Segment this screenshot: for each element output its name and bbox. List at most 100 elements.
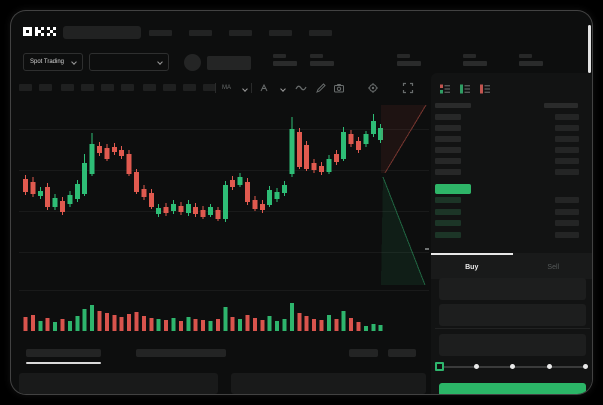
trade-tabs: Buy Sell xyxy=(431,253,593,279)
bid-row-amount-cell[interactable] xyxy=(555,208,579,215)
ask-row-amount-cell[interactable] xyxy=(555,158,579,164)
stat-value-placeholder xyxy=(310,61,334,66)
chevron-down-icon xyxy=(157,59,163,65)
draw-pencil-icon[interactable] xyxy=(315,82,327,94)
buy-submit-button[interactable] xyxy=(439,383,586,394)
timeframe-button[interactable] xyxy=(143,84,156,91)
market-stat-group xyxy=(519,54,543,67)
pair-dropdown[interactable] xyxy=(89,53,169,71)
indicator-icon[interactable] xyxy=(259,82,271,94)
amount-field[interactable] xyxy=(439,304,586,326)
ask-row-price-cell[interactable] xyxy=(435,114,461,120)
timeframe-button[interactable] xyxy=(121,84,134,91)
nav-item[interactable] xyxy=(309,30,332,36)
stat-value-placeholder xyxy=(273,61,297,66)
orders-tab[interactable] xyxy=(136,349,226,357)
timeframe-button[interactable] xyxy=(163,84,176,91)
chevron-down-icon[interactable] xyxy=(242,86,248,92)
buy-tab-label: Buy xyxy=(465,263,479,271)
ask-row-price-cell[interactable] xyxy=(435,147,461,153)
orders-table-panel xyxy=(231,373,426,394)
orderbook-view-asks-icon[interactable] xyxy=(479,82,491,94)
search-input[interactable] xyxy=(63,26,141,39)
ask-row-amount-cell[interactable] xyxy=(555,147,579,153)
line-chart-icon[interactable] xyxy=(295,82,307,94)
pair-name-placeholder xyxy=(207,56,251,70)
slider-stop-dot[interactable] xyxy=(473,364,479,369)
timeframe-button[interactable] xyxy=(203,84,216,91)
stat-value-placeholder xyxy=(463,61,487,66)
nav-item[interactable] xyxy=(189,30,212,36)
orderbook-amount-header xyxy=(544,103,578,108)
bid-row-price-cell[interactable] xyxy=(435,197,461,203)
market-stat-group xyxy=(310,54,334,67)
ask-row-price-cell[interactable] xyxy=(435,169,461,175)
timeframe-button[interactable] xyxy=(101,84,114,91)
settings-gear-icon[interactable] xyxy=(367,82,379,94)
stat-label-placeholder xyxy=(397,54,410,58)
stat-label-placeholder xyxy=(273,54,286,58)
price-field[interactable] xyxy=(439,278,586,300)
tab-sell[interactable]: Sell xyxy=(513,253,593,279)
ma-indicator-label[interactable]: MA xyxy=(222,85,231,91)
app-window: Spot Trading MA xyxy=(10,10,593,395)
orderbook-panel: Buy Sell xyxy=(431,73,593,394)
timeframe-button[interactable] xyxy=(61,84,74,91)
tab-buy[interactable]: Buy xyxy=(431,253,513,279)
stat-value-placeholder xyxy=(519,61,543,66)
timeframe-button[interactable] xyxy=(19,84,32,91)
chevron-down-icon[interactable] xyxy=(280,86,286,92)
form-divider xyxy=(435,328,590,329)
timeframe-button[interactable] xyxy=(39,84,52,91)
ask-row-price-cell[interactable] xyxy=(435,158,461,164)
orderbook-view-bids-icon[interactable] xyxy=(459,82,471,94)
orders-table-panel xyxy=(19,373,218,394)
chart-toolbar: MA xyxy=(11,81,431,97)
amount-slider-handle[interactable] xyxy=(435,362,444,371)
orderbook-view-all-icon[interactable] xyxy=(439,82,451,94)
nav-item[interactable] xyxy=(269,30,292,36)
market-stat-group xyxy=(463,54,487,67)
slider-stop-dot[interactable] xyxy=(546,364,552,369)
stat-label-placeholder xyxy=(463,54,476,58)
chevron-down-icon xyxy=(71,59,77,65)
timeframe-button[interactable] xyxy=(81,84,94,91)
orders-action-button[interactable] xyxy=(388,349,416,357)
total-field[interactable] xyxy=(439,334,586,356)
bid-row-amount-cell[interactable] xyxy=(555,231,579,238)
toolbar-divider xyxy=(215,83,216,93)
stat-label-placeholder xyxy=(310,54,323,58)
slider-stop-dot[interactable] xyxy=(510,364,515,369)
bid-row-price-cell[interactable] xyxy=(435,208,461,215)
scrollbar-thumb[interactable] xyxy=(588,25,591,73)
ask-row-price-cell[interactable] xyxy=(435,136,461,142)
nav-item[interactable] xyxy=(149,30,172,36)
ask-row-amount-cell[interactable] xyxy=(555,125,579,131)
ask-row-price-cell[interactable] xyxy=(435,125,461,131)
orders-action-button[interactable] xyxy=(349,349,378,357)
timeframe-button[interactable] xyxy=(183,84,196,91)
bid-row-amount-cell[interactable] xyxy=(555,220,579,226)
stat-label-placeholder xyxy=(519,54,532,58)
orderbook-price-header xyxy=(435,103,471,108)
ask-row-amount-cell[interactable] xyxy=(555,169,579,175)
okx-logo xyxy=(23,24,57,42)
last-price-badge[interactable] xyxy=(435,184,471,194)
bid-row-amount-cell[interactable] xyxy=(555,197,579,203)
slider-stop-dot[interactable] xyxy=(583,364,588,369)
market-type-label: Spot Trading xyxy=(30,59,65,65)
fullscreen-icon[interactable] xyxy=(402,82,414,94)
camera-icon[interactable] xyxy=(333,82,345,94)
bid-row-price-cell[interactable] xyxy=(435,231,461,238)
candlestick-chart[interactable] xyxy=(19,97,433,343)
bid-row-price-cell[interactable] xyxy=(435,220,461,226)
toolbar-divider xyxy=(251,83,252,93)
market-stat-group xyxy=(273,54,297,67)
ask-row-amount-cell[interactable] xyxy=(555,114,579,120)
ask-row-amount-cell[interactable] xyxy=(555,136,579,142)
nav-item[interactable] xyxy=(229,30,252,36)
market-type-dropdown[interactable]: Spot Trading xyxy=(23,53,83,71)
sell-tab-label: Sell xyxy=(547,263,560,271)
coin-avatar xyxy=(184,54,201,71)
orders-tab-active[interactable] xyxy=(26,349,101,357)
